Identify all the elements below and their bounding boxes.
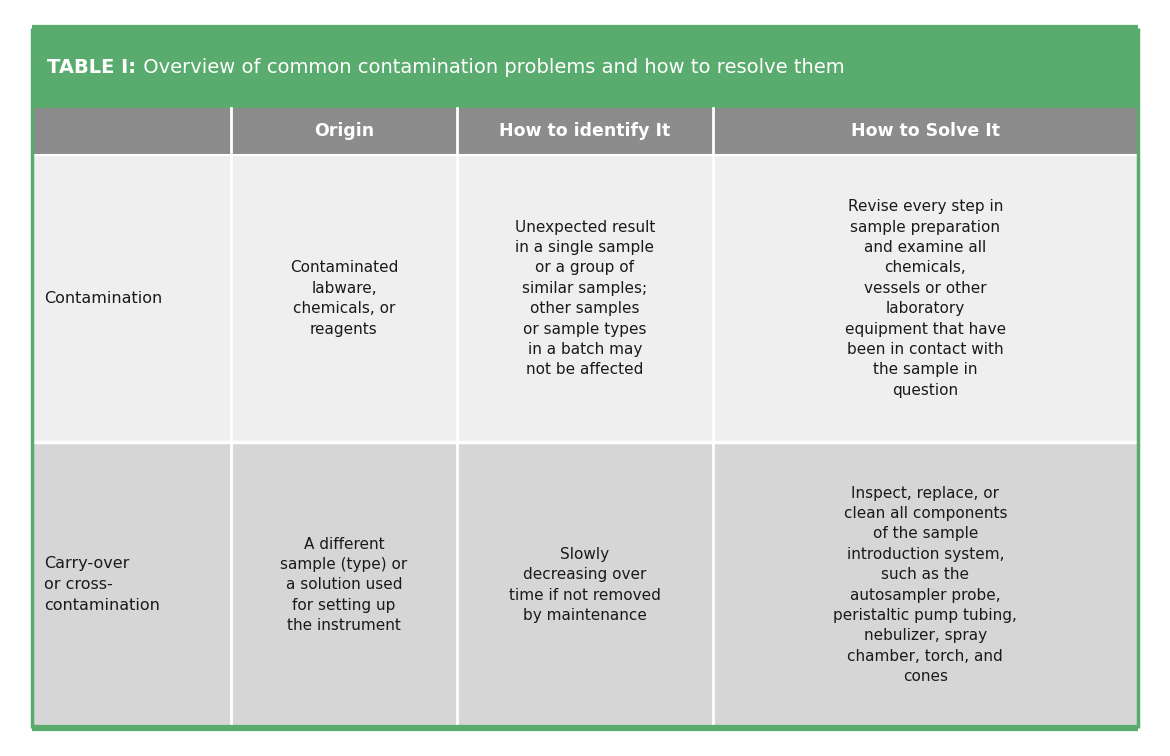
Bar (457, 155, 713, 442)
Bar (713, 107, 1138, 155)
Text: How to identify It: How to identify It (500, 122, 670, 141)
Text: Contamination: Contamination (44, 291, 163, 306)
Text: Inspect, replace, or
clean all components
of the sample
introduction system,
suc: Inspect, replace, or clean all component… (833, 485, 1017, 684)
Text: Overview of common contamination problems and how to resolve them: Overview of common contamination problem… (137, 58, 845, 77)
Bar (230, 155, 457, 442)
Text: TABLE I:: TABLE I: (47, 58, 136, 77)
Bar (713, 442, 1138, 728)
Text: Carry-over
or cross-
contamination: Carry-over or cross- contamination (44, 556, 160, 613)
Text: A different
sample (type) or
a solution used
for setting up
the instrument: A different sample (type) or a solution … (281, 537, 407, 633)
Text: Slowly
decreasing over
time if not removed
by maintenance: Slowly decreasing over time if not remov… (509, 547, 661, 623)
Text: Revise every step in
sample preparation
and examine all
chemicals,
vessels or ot: Revise every step in sample preparation … (845, 199, 1006, 398)
Bar (713, 155, 1138, 442)
Text: Origin: Origin (314, 122, 374, 141)
Bar (457, 442, 713, 728)
Text: How to Solve It: How to Solve It (851, 122, 1000, 141)
Bar (230, 442, 457, 728)
Bar (32, 442, 230, 728)
Bar (32, 107, 230, 155)
Bar (32, 155, 230, 442)
Text: Contaminated
labware,
chemicals, or
reagents: Contaminated labware, chemicals, or reag… (290, 260, 398, 336)
Bar (230, 107, 457, 155)
Text: Unexpected result
in a single sample
or a group of
similar samples;
other sample: Unexpected result in a single sample or … (515, 219, 655, 377)
Bar (457, 107, 713, 155)
Bar (32, 28, 1138, 107)
